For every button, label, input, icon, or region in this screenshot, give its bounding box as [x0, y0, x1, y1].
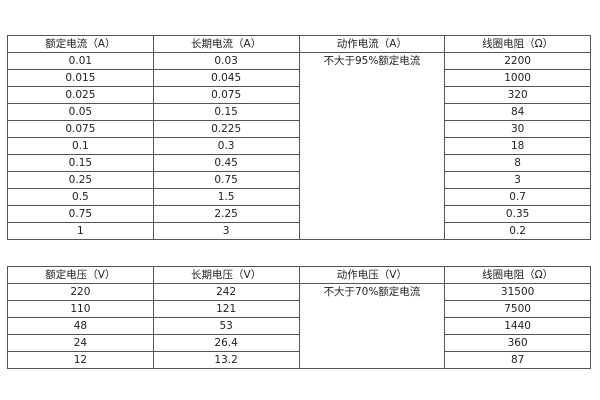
table-cell: 7500 [444, 300, 591, 318]
column-header: 动作电流（A） [298, 35, 446, 53]
table-row: 0.01 0.03 不大于95%额定电流 2200 [7, 52, 591, 240]
table-row: 0.025 0.075 320 [7, 86, 591, 104]
column-header: 额定电压（V） [7, 266, 154, 284]
column-header: 线圈电阻（Ω） [444, 35, 591, 53]
table-cell: 2200 [444, 52, 591, 70]
table-cell: 0.45 [152, 154, 300, 172]
table-cell: 8 [444, 154, 591, 172]
column-header: 长期电压（V） [152, 266, 300, 284]
column-header: 长期电流（A） [152, 35, 300, 53]
action-value-cell: 不大于70%额定电流 [298, 283, 446, 369]
table-cell: 0.3 [152, 137, 300, 155]
table-cell: 242 [152, 283, 300, 301]
table-cell: 0.15 [7, 154, 154, 172]
table-cell: 0.05 [7, 103, 154, 121]
table-cell: 0.075 [7, 120, 154, 138]
table-cell: 87 [444, 351, 591, 369]
table-cell: 1000 [444, 69, 591, 87]
table-cell: 110 [7, 300, 154, 318]
table-cell: 30 [444, 120, 591, 138]
table-row: 0.5 1.5 0.7 [7, 188, 591, 206]
table-row: 110 121 7500 [7, 300, 591, 318]
table-cell: 0.075 [152, 86, 300, 104]
voltage-spec-table: 额定电压（V） 长期电压（V） 动作电压（V） 线圈电阻（Ω） 220 242 不大于70%… [7, 266, 591, 369]
column-header: 动作电压（V） [298, 266, 446, 284]
table-cell: 0.045 [152, 69, 300, 87]
table-row: 1 3 0.2 [7, 222, 591, 240]
table-cell: 2.25 [152, 205, 300, 223]
table-cell: 53 [152, 317, 300, 335]
table-cell: 13.2 [152, 351, 300, 369]
table-row: 12 13.2 87 [7, 351, 591, 369]
table-cell: 1.5 [152, 188, 300, 206]
table-cell: 0.35 [444, 205, 591, 223]
table-cell: 31500 [444, 283, 591, 301]
table-cell: 0.75 [7, 205, 154, 223]
table-cell: 0.225 [152, 120, 300, 138]
table-cell: 0.025 [7, 86, 154, 104]
current-spec-table: 额定电流（A） 长期电流（A） 动作电流（A） 线圈电阻（Ω） 0.01 0.03 不大于9… [7, 35, 591, 240]
table-cell: 0.7 [444, 188, 591, 206]
table-row: 0.1 0.3 18 [7, 137, 591, 155]
table-row: 48 53 1440 [7, 317, 591, 335]
header-row: 额定电压（V） 长期电压（V） 动作电压（V） 线圈电阻（Ω） [7, 266, 591, 284]
table-cell: 0.2 [444, 222, 591, 240]
table-cell: 0.01 [7, 52, 154, 70]
table-cell: 320 [444, 86, 591, 104]
table-cell: 24 [7, 334, 154, 352]
table-cell: 12 [7, 351, 154, 369]
action-value-cell: 不大于95%额定电流 [298, 52, 446, 240]
table-cell: 0.03 [152, 52, 300, 70]
table-cell: 121 [152, 300, 300, 318]
table-cell: 3 [444, 171, 591, 189]
table-cell: 0.015 [7, 69, 154, 87]
header-row: 额定电流（A） 长期电流（A） 动作电流（A） 线圈电阻（Ω） [7, 35, 591, 53]
column-header: 线圈电阻（Ω） [444, 266, 591, 284]
table-row: 0.075 0.225 30 [7, 120, 591, 138]
table-cell: 0.25 [7, 171, 154, 189]
table-cell: 3 [152, 222, 300, 240]
column-header: 额定电流（A） [7, 35, 154, 53]
table-cell: 1 [7, 222, 154, 240]
table-cell: 48 [7, 317, 154, 335]
table-cell: 360 [444, 334, 591, 352]
table-cell: 26.4 [152, 334, 300, 352]
table-cell: 0.15 [152, 103, 300, 121]
table-cell: 220 [7, 283, 154, 301]
table-cell: 1440 [444, 317, 591, 335]
table-cell: 84 [444, 103, 591, 121]
table-cell: 0.75 [152, 171, 300, 189]
table-row: 220 242 不大于70%额定电流 31500 [7, 283, 591, 369]
table-cell: 0.1 [7, 137, 154, 155]
table-cell: 18 [444, 137, 591, 155]
table-row: 0.15 0.45 8 [7, 154, 591, 172]
table-cell: 0.5 [7, 188, 154, 206]
